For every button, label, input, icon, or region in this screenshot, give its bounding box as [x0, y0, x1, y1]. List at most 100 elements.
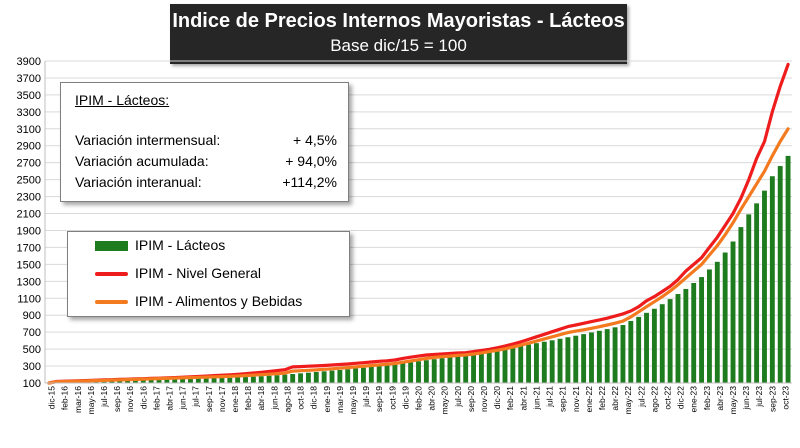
bar	[714, 261, 720, 383]
bar	[510, 347, 516, 383]
bar	[400, 363, 406, 383]
x-tick-label: ago-18	[282, 386, 292, 413]
bar	[423, 360, 429, 383]
x-tick-label: jul-22	[636, 386, 646, 408]
bar	[541, 341, 547, 383]
legend-label: IPIM - Nivel General	[135, 265, 262, 281]
bar	[534, 343, 539, 383]
y-tick-label: 1300	[17, 276, 41, 288]
y-tick-label: 300	[23, 361, 41, 373]
x-tick-label: abr-18	[256, 386, 266, 411]
bar	[738, 227, 744, 383]
x-tick-label: nov-17	[217, 386, 227, 412]
bar	[258, 376, 264, 383]
info-value: + 4,5%	[293, 132, 337, 148]
bar	[722, 252, 728, 383]
bar	[313, 371, 319, 383]
x-tick-label: nov-21	[571, 386, 581, 412]
y-tick-label: 2900	[17, 141, 41, 153]
x-tick-label: sep-21	[558, 386, 568, 412]
bar	[305, 372, 311, 383]
bar	[769, 176, 775, 383]
x-tick-label: sep-20	[466, 386, 476, 412]
y-tick-label: 3900	[17, 56, 41, 68]
bar	[266, 375, 272, 383]
y-tick-labels: 100 300 500 700 900 1100 1300 1500 1700 1900 2100 2…	[17, 56, 41, 390]
bars-series-lacteos	[54, 155, 791, 383]
x-tick-label: dic-19	[400, 386, 410, 409]
bar	[762, 190, 767, 383]
y-tick-label: 700	[23, 327, 41, 339]
x-tick-label: sep-17	[204, 386, 214, 412]
legend-swatch-line-icon	[95, 300, 128, 304]
bar	[463, 354, 469, 383]
bar	[549, 340, 555, 383]
info-box-title: IPIM - Lácteos:	[75, 92, 170, 108]
bar	[581, 334, 587, 383]
bar	[667, 299, 673, 383]
bar	[298, 373, 303, 383]
bar	[156, 379, 162, 383]
bar	[180, 378, 186, 383]
bar	[478, 352, 484, 383]
bar	[636, 316, 642, 383]
bar	[494, 350, 500, 383]
y-tick-label: 2500	[17, 175, 41, 187]
bar	[471, 353, 476, 383]
bar	[203, 378, 209, 383]
x-tick-label: feb-20	[414, 386, 424, 410]
y-tick-label: 2300	[17, 192, 41, 204]
x-tick-label: jul-17	[191, 386, 201, 408]
bar	[557, 338, 563, 383]
y-tick-label: 500	[23, 344, 41, 356]
bar	[329, 370, 335, 383]
bar	[777, 166, 783, 383]
chart-title: Indice de Precios Internos Mayoristas - …	[172, 10, 625, 32]
x-tick-label: sep-16	[112, 386, 122, 412]
bar	[659, 304, 665, 383]
x-tick-label: abr-22	[610, 386, 620, 411]
bar	[282, 374, 288, 383]
bar	[416, 361, 421, 383]
y-tick-label: 900	[23, 310, 41, 322]
legend-swatch-bar-icon	[95, 241, 128, 251]
bar	[227, 377, 233, 383]
x-tick-labels: dic-15 feb-16 mar-16 may-16 jul-16 sep-16 nov-…	[47, 386, 791, 415]
x-tick-label: may-16	[86, 386, 96, 415]
bar	[754, 203, 760, 383]
bar	[219, 377, 225, 383]
bar	[125, 379, 131, 383]
bar	[447, 357, 453, 383]
x-tick-label: sep-23	[767, 386, 777, 412]
x-tick-label: feb-17	[151, 386, 161, 410]
legend-swatch-line-icon	[95, 272, 128, 276]
bar	[250, 376, 256, 383]
y-tick-label: 3300	[17, 107, 41, 119]
bar	[730, 241, 736, 383]
x-tick-label: may-23	[728, 386, 738, 415]
x-tick-label: mar-19	[335, 386, 345, 413]
bar	[290, 374, 296, 383]
x-tick-label: ene-22	[584, 386, 594, 413]
info-row-intermensual: Variación intermensual: + 4,5%	[75, 132, 337, 150]
bar	[345, 369, 351, 383]
x-tick-label: oct-22	[663, 386, 673, 410]
bar	[117, 380, 123, 383]
x-tick-label: nov-16	[125, 386, 135, 412]
x-tick-label: sep-19	[374, 386, 384, 412]
bar	[526, 344, 532, 383]
x-tick-label: jun-17	[178, 386, 188, 411]
bar	[148, 379, 154, 383]
x-tick-label: ene-18	[230, 386, 240, 413]
x-tick-label: oct-19	[387, 386, 397, 410]
info-label: Variación interanual:	[75, 174, 202, 190]
x-tick-label: feb-23	[702, 386, 712, 410]
bar	[376, 365, 382, 383]
x-tick-label: abr-23	[715, 386, 725, 411]
bar	[337, 369, 343, 383]
y-tick-label: 2700	[17, 158, 41, 170]
bar	[188, 378, 193, 383]
x-tick-label: ene-19	[322, 386, 332, 413]
bar	[164, 379, 170, 383]
